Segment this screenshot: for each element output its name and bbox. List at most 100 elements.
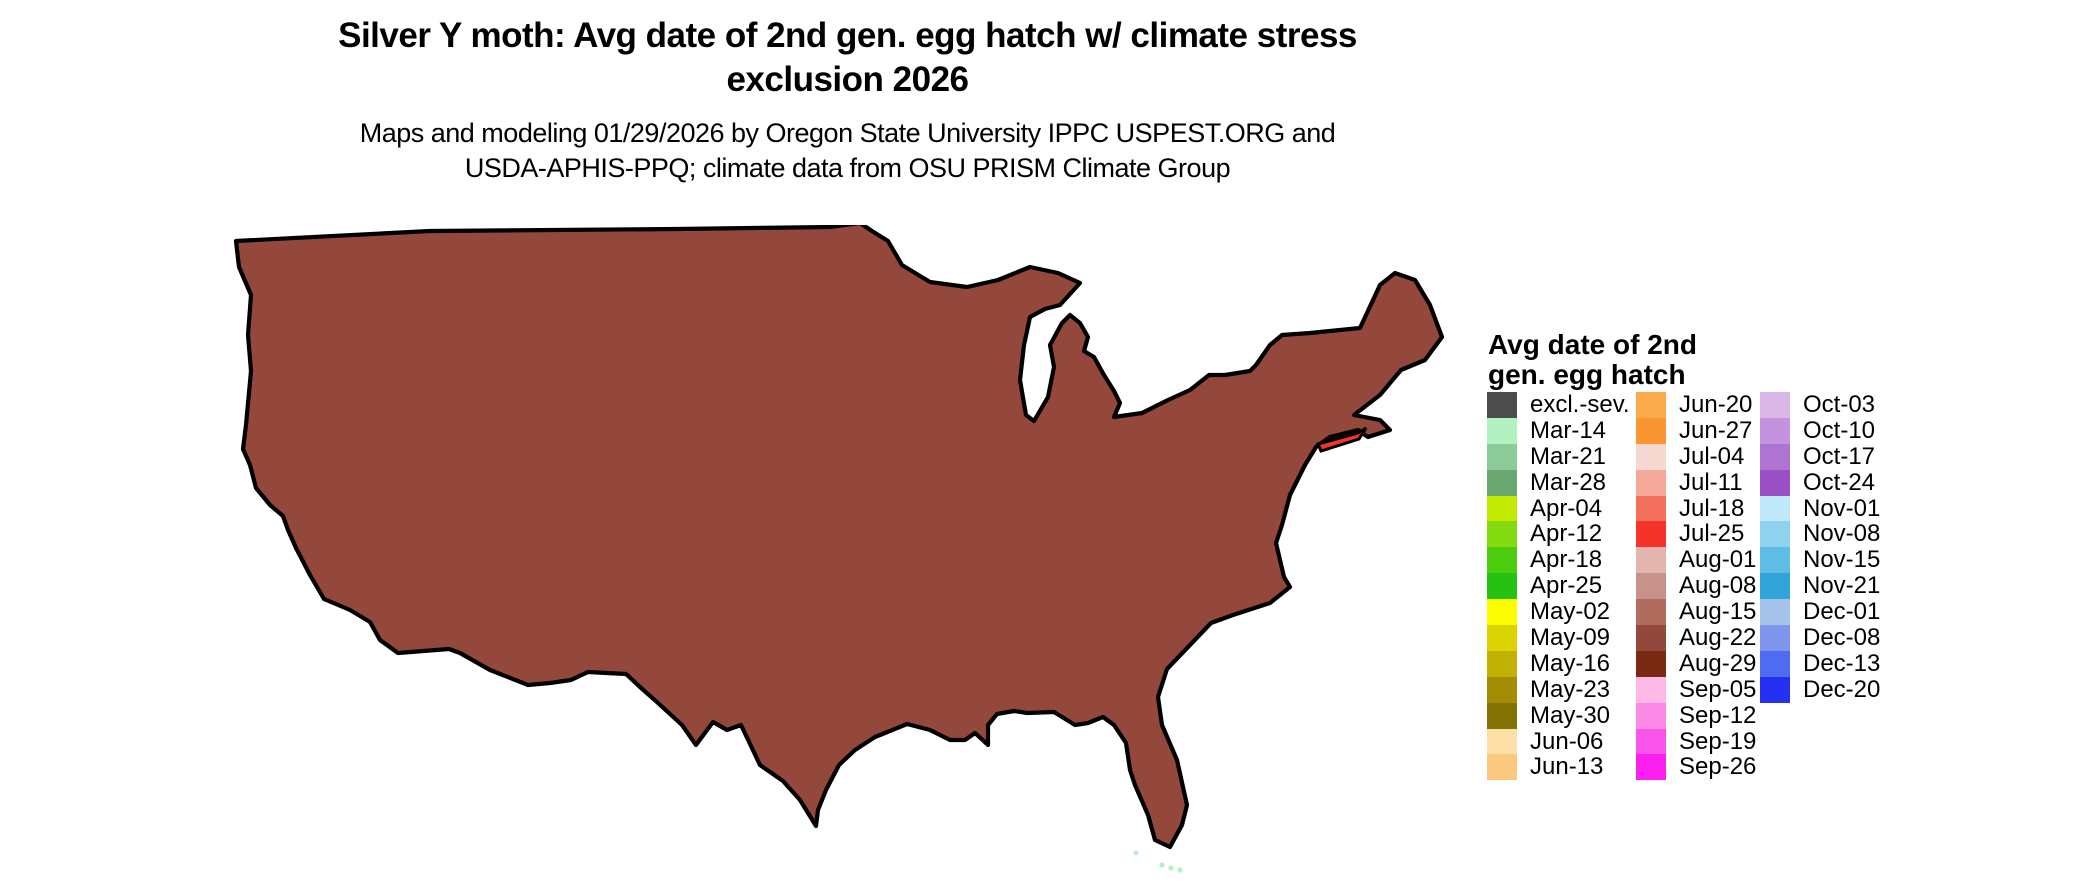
legend-swatch xyxy=(1636,676,1666,703)
legend-label: Nov-08 xyxy=(1803,520,1881,548)
page-subtitle: Maps and modeling 01/29/2026 by Oregon S… xyxy=(230,116,1465,186)
legend-swatch xyxy=(1760,547,1790,574)
legend-entry: Mar-21 xyxy=(1487,443,1630,470)
title-line-1: Silver Y moth: Avg date of 2nd gen. egg … xyxy=(338,16,1357,55)
legend-label: Jul-18 xyxy=(1679,494,1745,522)
legend-entry: Sep-19 xyxy=(1636,727,1757,755)
legend-swatch xyxy=(1487,650,1517,677)
legend-label: May-16 xyxy=(1530,649,1611,677)
legend-swatch xyxy=(1636,625,1666,651)
legend-entry: Aug-22 xyxy=(1636,625,1756,651)
legend-label: Oct-03 xyxy=(1803,391,1876,418)
legend-swatch xyxy=(1636,728,1666,755)
legend-entry: Oct-03 xyxy=(1760,392,1880,418)
legend-swatch xyxy=(1487,495,1517,522)
legend-title-line-1: Avg date of 2nd xyxy=(1488,329,1697,360)
legend-swatch xyxy=(1487,443,1517,470)
legend-entry: May-23 xyxy=(1487,675,1630,703)
legend-label: Nov-15 xyxy=(1803,546,1881,574)
legend-label: Apr-04 xyxy=(1530,494,1603,522)
legend-entry: Jun-13 xyxy=(1487,754,1630,781)
legend-entry: Dec-01 xyxy=(1760,599,1880,626)
legend-swatch xyxy=(1760,443,1790,470)
legend-entry: Nov-21 xyxy=(1760,572,1881,600)
legend-label: Jul-11 xyxy=(1679,468,1743,496)
legend-swatch xyxy=(1487,521,1517,548)
legend-label: Jul-04 xyxy=(1679,442,1745,470)
legend-entry: Sep-05 xyxy=(1636,675,1757,703)
legend-label: Oct-10 xyxy=(1803,416,1876,444)
legend-entry: Mar-28 xyxy=(1487,469,1630,496)
legend-label: May-23 xyxy=(1530,675,1611,703)
legend-entry: Aug-29 xyxy=(1636,651,1756,677)
legend-swatch xyxy=(1487,417,1517,444)
legend-label: Apr-25 xyxy=(1530,572,1603,600)
legend-swatch xyxy=(1760,521,1790,548)
legend-label: Aug-01 xyxy=(1679,546,1757,574)
legend-swatch xyxy=(1636,702,1666,729)
legend-entry: Dec-20 xyxy=(1760,675,1881,703)
legend-entry: Jul-25 xyxy=(1636,520,1756,548)
legend-column-3: Oct-03 Oct-10 Oct-17 Oct-24 Nov-01 Nov-08 Nov-… xyxy=(1760,392,1880,703)
legend-label: Oct-24 xyxy=(1803,468,1876,496)
legend-label: Apr-12 xyxy=(1530,520,1603,548)
legend-swatch xyxy=(1760,625,1790,651)
legend-label: Aug-22 xyxy=(1679,624,1757,652)
legend-swatch xyxy=(1487,728,1517,755)
legend-label: Aug-15 xyxy=(1679,598,1757,626)
legend-swatch xyxy=(1487,676,1517,703)
legend-entry: Sep-26 xyxy=(1636,753,1757,781)
legend-label: Oct-17 xyxy=(1803,442,1876,470)
us-map xyxy=(230,225,1465,875)
legend-title: Avg date of 2nd gen. egg hatch xyxy=(1488,330,1697,390)
legend-label: Dec-20 xyxy=(1803,675,1881,703)
legend-swatch xyxy=(1636,599,1666,626)
legend-swatch xyxy=(1760,392,1790,418)
legend-entry: Jul-11 xyxy=(1636,468,1756,496)
legend-swatch xyxy=(1760,573,1790,600)
legend-entry: excl.-sev. xyxy=(1487,392,1630,418)
legend-entry: Aug-01 xyxy=(1636,546,1757,574)
legend-entry: Jun-06 xyxy=(1487,727,1630,755)
legend-entry: Nov-15 xyxy=(1760,546,1881,574)
legend-swatch xyxy=(1636,573,1666,600)
legend-label: Jun-27 xyxy=(1679,416,1753,444)
legend-label: Nov-01 xyxy=(1803,494,1881,522)
legend-column-1: excl.-sev. Mar-14 Mar-21 Mar-28 Apr-04 Apr-12… xyxy=(1487,392,1630,781)
legend-swatch xyxy=(1487,754,1517,781)
legend-label: May-30 xyxy=(1530,701,1611,729)
legend-entry: May-16 xyxy=(1487,651,1630,677)
legend-entry: May-30 xyxy=(1487,701,1630,729)
subtitle-line-1: Maps and modeling 01/29/2026 by Oregon S… xyxy=(359,118,1336,148)
title-line-2: exclusion 2026 xyxy=(726,60,969,99)
legend-entry: Oct-24 xyxy=(1760,468,1880,496)
legend-label: Sep-19 xyxy=(1679,727,1757,755)
legend-swatch xyxy=(1487,392,1517,418)
legend-label: Jul-25 xyxy=(1679,520,1745,548)
legend-title-line-2: gen. egg hatch xyxy=(1488,359,1686,390)
legend-swatch xyxy=(1760,495,1790,522)
subtitle-line-2: USDA-APHIS-PPQ; climate data from OSU PR… xyxy=(464,153,1231,183)
legend-label: Sep-26 xyxy=(1679,753,1757,781)
legend-entry: Apr-04 xyxy=(1487,494,1630,522)
legend-label: Dec-08 xyxy=(1803,624,1881,652)
legend-entry: Apr-12 xyxy=(1487,520,1630,548)
legend-entry: Jun-20 xyxy=(1636,392,1756,418)
legend-label: Jun-06 xyxy=(1530,727,1604,755)
legend-swatch xyxy=(1636,521,1666,548)
legend-entry: Dec-13 xyxy=(1760,651,1880,677)
legend-label: Sep-05 xyxy=(1679,675,1757,703)
legend-label: Nov-21 xyxy=(1803,572,1881,600)
legend-entry: May-09 xyxy=(1487,625,1630,651)
legend-entry: Oct-10 xyxy=(1760,416,1880,444)
legend-label: May-09 xyxy=(1530,624,1611,652)
legend-entry: Oct-17 xyxy=(1760,442,1880,470)
page-title: Silver Y moth: Avg date of 2nd gen. egg … xyxy=(230,14,1465,102)
legend-label: Aug-08 xyxy=(1679,572,1757,600)
legend-swatch xyxy=(1487,599,1517,626)
legend-swatch xyxy=(1636,754,1666,781)
legend-entry: Nov-01 xyxy=(1760,494,1881,522)
legend-entry: Nov-08 xyxy=(1760,520,1881,548)
legend-label: Apr-18 xyxy=(1530,546,1603,574)
